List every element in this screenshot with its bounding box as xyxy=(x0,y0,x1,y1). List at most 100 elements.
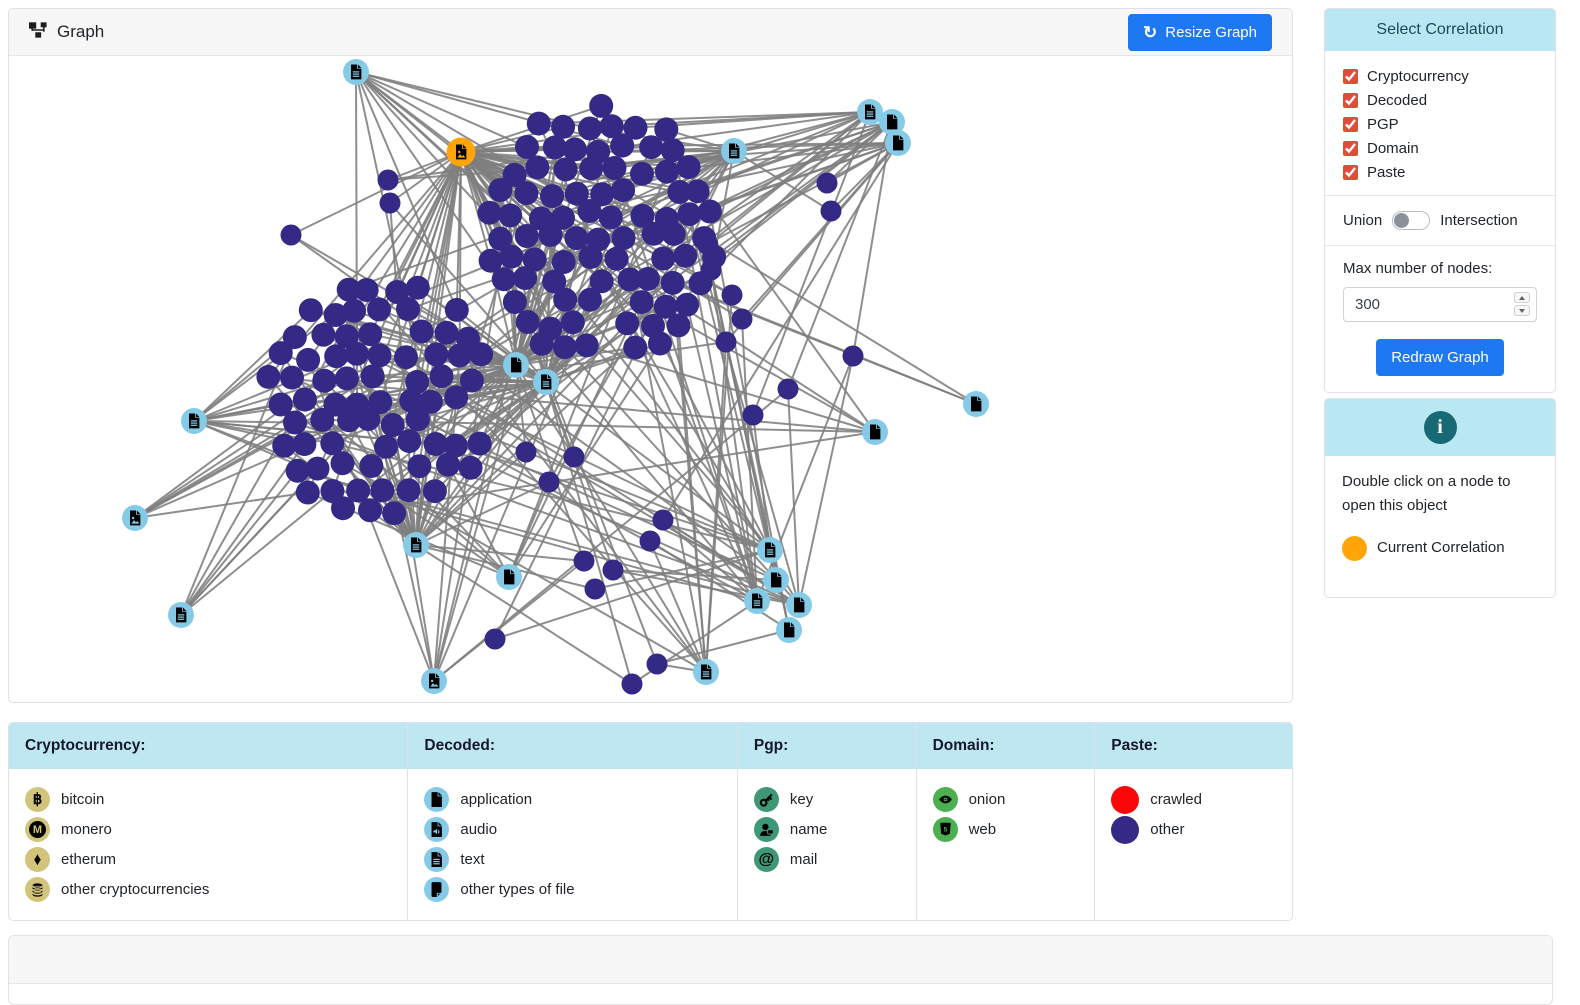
graph-node-paste[interactable] xyxy=(356,407,380,431)
graph-node-paste[interactable] xyxy=(686,179,710,203)
graph-node-paste[interactable] xyxy=(324,344,348,368)
graph-node-paste[interactable] xyxy=(310,408,334,432)
graph-node-paste[interactable] xyxy=(410,320,434,344)
graph-node-paste[interactable] xyxy=(331,496,355,520)
graph-node-paste[interactable] xyxy=(661,271,685,295)
graph-node-paste[interactable] xyxy=(435,321,459,345)
graph-node-paste[interactable] xyxy=(424,343,448,367)
graph-node-paste[interactable] xyxy=(296,348,320,372)
graph-node-paste[interactable] xyxy=(647,654,668,675)
graph-node-paste[interactable] xyxy=(345,342,369,366)
graph-node-paste[interactable] xyxy=(368,343,392,367)
graph-node-paste[interactable] xyxy=(630,290,654,314)
graph-node-paste[interactable] xyxy=(612,226,636,250)
graph-node-decoded[interactable] xyxy=(744,588,770,614)
graph-node-paste[interactable] xyxy=(589,94,613,118)
graph-node-paste[interactable] xyxy=(732,309,753,330)
graph-node-paste[interactable] xyxy=(499,245,523,269)
graph-node-paste[interactable] xyxy=(553,335,577,359)
graph-node-paste[interactable] xyxy=(578,199,602,223)
graph-node-paste[interactable] xyxy=(488,178,512,202)
graph-node-paste[interactable] xyxy=(579,245,603,269)
graph-node-paste[interactable] xyxy=(716,332,737,353)
graph-node-paste[interactable] xyxy=(281,225,302,246)
graph-node-paste[interactable] xyxy=(575,333,599,357)
graph-node-paste[interactable] xyxy=(299,298,323,322)
graph-node-paste[interactable] xyxy=(306,457,330,481)
graph-node-paste[interactable] xyxy=(778,379,799,400)
graph-node-paste[interactable] xyxy=(648,332,672,356)
graph-node-paste[interactable] xyxy=(610,134,634,158)
graph-node-current-correlation[interactable] xyxy=(447,138,476,167)
graph-node-paste[interactable] xyxy=(817,173,838,194)
graph-node-paste[interactable] xyxy=(611,178,635,202)
graph-node-paste[interactable] xyxy=(585,579,606,600)
graph-node-paste[interactable] xyxy=(525,155,549,179)
graph-node-paste[interactable] xyxy=(615,311,639,335)
graph-node-paste[interactable] xyxy=(406,276,430,300)
graph-node-decoded[interactable] xyxy=(343,59,369,85)
graph-node-paste[interactable] xyxy=(622,674,643,695)
graph-node-paste[interactable] xyxy=(367,297,391,321)
graph-node-paste[interactable] xyxy=(311,323,335,347)
graph-node-decoded[interactable] xyxy=(496,564,522,590)
graph-node-paste[interactable] xyxy=(539,472,560,493)
graph-node-paste[interactable] xyxy=(382,501,406,525)
graph-node-paste[interactable] xyxy=(530,332,554,356)
graph-node-paste[interactable] xyxy=(578,117,602,141)
graph-node-paste[interactable] xyxy=(515,224,539,248)
graph-node-paste[interactable] xyxy=(407,454,431,478)
graph-node-decoded[interactable] xyxy=(963,391,989,417)
graph-node-paste[interactable] xyxy=(423,479,447,503)
graph-node-paste[interactable] xyxy=(492,267,516,291)
graph-node-paste[interactable] xyxy=(516,442,537,463)
graph-node-paste[interactable] xyxy=(374,435,398,459)
graph-node-decoded[interactable] xyxy=(721,138,747,164)
graph-node-paste[interactable] xyxy=(603,560,624,581)
graph-node-paste[interactable] xyxy=(722,285,743,306)
union-intersection-toggle[interactable] xyxy=(1392,211,1430,230)
graph-node-decoded[interactable] xyxy=(776,617,802,643)
graph-node-paste[interactable] xyxy=(468,432,492,456)
graph-node-paste[interactable] xyxy=(503,290,527,314)
graph-node-paste[interactable] xyxy=(256,365,280,389)
graph-node-paste[interactable] xyxy=(675,293,699,317)
graph-node-paste[interactable] xyxy=(636,267,660,291)
graph-node-paste[interactable] xyxy=(515,135,539,159)
graph-node-decoded[interactable] xyxy=(421,668,447,694)
graph-node-paste[interactable] xyxy=(445,298,469,322)
spinner-down-button[interactable] xyxy=(1514,305,1530,316)
graph-node-paste[interactable] xyxy=(698,200,722,224)
graph-node-decoded[interactable] xyxy=(533,369,559,395)
graph-node-paste[interactable] xyxy=(673,244,697,268)
redraw-graph-button[interactable]: Redraw Graph xyxy=(1376,339,1504,376)
graph-node-paste[interactable] xyxy=(335,366,359,390)
graph-node-paste[interactable] xyxy=(640,531,661,552)
max-nodes-input[interactable] xyxy=(1343,287,1537,322)
graph-node-paste[interactable] xyxy=(698,235,719,256)
graph-node-paste[interactable] xyxy=(485,629,506,650)
graph-node-paste[interactable] xyxy=(677,202,701,226)
graph-node-decoded[interactable] xyxy=(503,352,529,378)
graph-node-paste[interactable] xyxy=(292,432,316,456)
graph-node-paste[interactable] xyxy=(551,115,575,139)
graph-node-paste[interactable] xyxy=(436,453,460,477)
graph-node-paste[interactable] xyxy=(312,369,336,393)
graph-node-paste[interactable] xyxy=(677,155,701,179)
graph-node-paste[interactable] xyxy=(293,388,317,412)
graph-node-paste[interactable] xyxy=(579,156,603,180)
graph-node-paste[interactable] xyxy=(358,498,382,522)
graph-node-paste[interactable] xyxy=(564,447,585,468)
graph-node-paste[interactable] xyxy=(396,297,420,321)
graph-node-paste[interactable] xyxy=(448,344,472,368)
graph-node-paste[interactable] xyxy=(444,385,468,409)
graph-node-paste[interactable] xyxy=(469,342,493,366)
graph-node-paste[interactable] xyxy=(574,551,595,572)
graph-node-decoded[interactable] xyxy=(885,130,911,156)
graph-node-paste[interactable] xyxy=(623,336,647,360)
graph-node-paste[interactable] xyxy=(578,288,602,312)
paste-checkbox[interactable] xyxy=(1343,165,1358,180)
domain-checkbox[interactable] xyxy=(1343,141,1358,156)
graph-node-paste[interactable] xyxy=(651,247,675,271)
graph-node-paste[interactable] xyxy=(358,322,382,346)
